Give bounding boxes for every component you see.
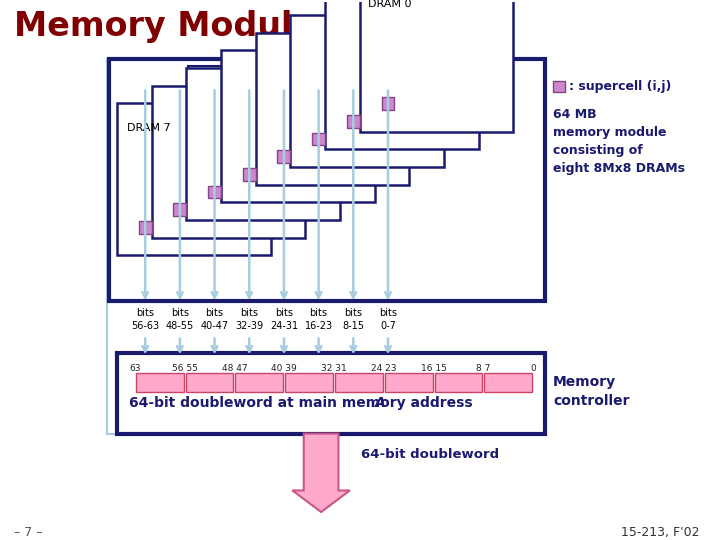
Text: bits
32-39: bits 32-39 [235, 308, 264, 330]
Bar [277, 150, 290, 163]
FancyArrow shape [292, 434, 350, 512]
Text: Memory
controller: Memory controller [553, 375, 629, 408]
Bar [152, 86, 305, 238]
Text: 63: 63 [129, 364, 140, 373]
Text: bits
0-7: bits 0-7 [379, 308, 397, 330]
Bar [347, 115, 360, 128]
Bar [485, 373, 532, 393]
Text: 48 47: 48 47 [222, 364, 247, 373]
Text: DRAM 7: DRAM 7 [127, 123, 171, 133]
Text: bits
16-23: bits 16-23 [305, 308, 333, 330]
Text: addr (row = i,  col = j): addr (row = i, col = j) [220, 70, 390, 83]
Text: bits
48-55: bits 48-55 [166, 308, 194, 330]
Bar [335, 373, 383, 393]
Bar [325, 0, 479, 150]
Text: 64 MB
memory module
consisting of
eight 8Mx8 DRAMs: 64 MB memory module consisting of eight … [553, 108, 685, 175]
Bar [186, 373, 233, 393]
Text: 32 31: 32 31 [321, 364, 347, 373]
Bar [382, 97, 395, 110]
Bar [139, 221, 152, 234]
Text: A: A [374, 396, 385, 410]
Bar [312, 133, 325, 145]
Bar [435, 373, 482, 393]
Text: – 7 –: – 7 – [14, 526, 42, 539]
Text: 64-bit doubleword: 64-bit doubleword [361, 448, 499, 461]
Bar [174, 203, 186, 216]
Text: : supercell (i,j): : supercell (i,j) [569, 80, 671, 93]
Text: bits
40-47: bits 40-47 [200, 308, 229, 330]
Bar [109, 59, 545, 301]
Bar [235, 373, 283, 393]
Bar [384, 373, 433, 393]
Bar [285, 373, 333, 393]
Text: bits
8-15: bits 8-15 [342, 308, 364, 330]
Text: 16 15: 16 15 [420, 364, 446, 373]
Bar [136, 373, 184, 393]
Text: bits
56-63: bits 56-63 [131, 308, 159, 330]
Bar [117, 353, 545, 434]
Text: 24 23: 24 23 [371, 364, 397, 373]
Bar [360, 0, 513, 132]
Bar [290, 15, 444, 167]
Bar [117, 103, 271, 255]
Bar [243, 168, 256, 181]
Bar [553, 80, 565, 92]
Text: Memory Modules: Memory Modules [14, 10, 335, 43]
Text: 15-213, F'02: 15-213, F'02 [621, 526, 700, 539]
Bar [189, 66, 421, 87]
Text: 56 55: 56 55 [171, 364, 197, 373]
Text: 64-bit doubleword at main memory address: 64-bit doubleword at main memory address [129, 396, 477, 410]
Text: 40 39: 40 39 [271, 364, 297, 373]
Bar [208, 186, 221, 198]
Text: DRAM 0: DRAM 0 [368, 0, 411, 9]
Text: 8 7: 8 7 [476, 364, 490, 373]
Bar [221, 50, 374, 203]
Bar [256, 33, 409, 185]
Text: bits
24-31: bits 24-31 [270, 308, 298, 330]
Text: 0: 0 [531, 364, 536, 373]
Bar [186, 68, 340, 220]
